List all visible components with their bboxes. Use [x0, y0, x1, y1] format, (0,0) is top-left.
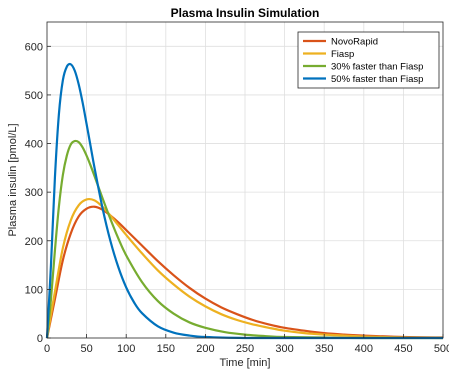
legend-label-3: 30% faster than Fiasp	[331, 62, 423, 73]
x-tick-label: 250	[236, 343, 254, 355]
series-line-1	[45, 205, 444, 339]
x-tick-label: 450	[394, 343, 412, 355]
x-tick-label: 50	[80, 343, 92, 355]
y-tick-label: 600	[25, 41, 43, 53]
x-tick-label: 350	[315, 343, 333, 355]
y-tick-label: 300	[25, 187, 43, 199]
series-lines	[45, 62, 444, 340]
series-line-3	[45, 139, 443, 340]
y-tick-label: 100	[25, 284, 43, 296]
grid	[47, 22, 443, 338]
chart-title: Plasma Insulin Simulation	[171, 6, 320, 20]
y-tick-label: 200	[25, 236, 43, 248]
ticks: 0 50 100 150 200 250 300 350 400 450 500 0 100 200 300…	[25, 41, 449, 355]
x-tick-label: 500	[434, 343, 449, 355]
series-line-2	[45, 197, 444, 340]
y-tick-label: 500	[25, 90, 43, 102]
y-tick-label: 0	[37, 333, 43, 345]
x-tick-label: 0	[44, 343, 50, 355]
x-tick-label: 400	[355, 343, 373, 355]
x-tick-label: 200	[196, 343, 214, 355]
x-tick-label: 100	[117, 343, 135, 355]
y-axis-label: Plasma insulin [pmol/L]	[7, 123, 19, 236]
x-tick-label: 150	[157, 343, 175, 355]
x-axis-label: Time [min]	[220, 357, 271, 369]
legend-label-1: NovoRapid	[331, 37, 378, 48]
legend-label-4: 50% faster than Fiasp	[331, 74, 423, 85]
y-tick-label: 400	[25, 139, 43, 151]
series-line-4	[45, 62, 443, 340]
legend-label-2: Fiasp	[331, 49, 354, 60]
x-tick-label: 300	[275, 343, 293, 355]
